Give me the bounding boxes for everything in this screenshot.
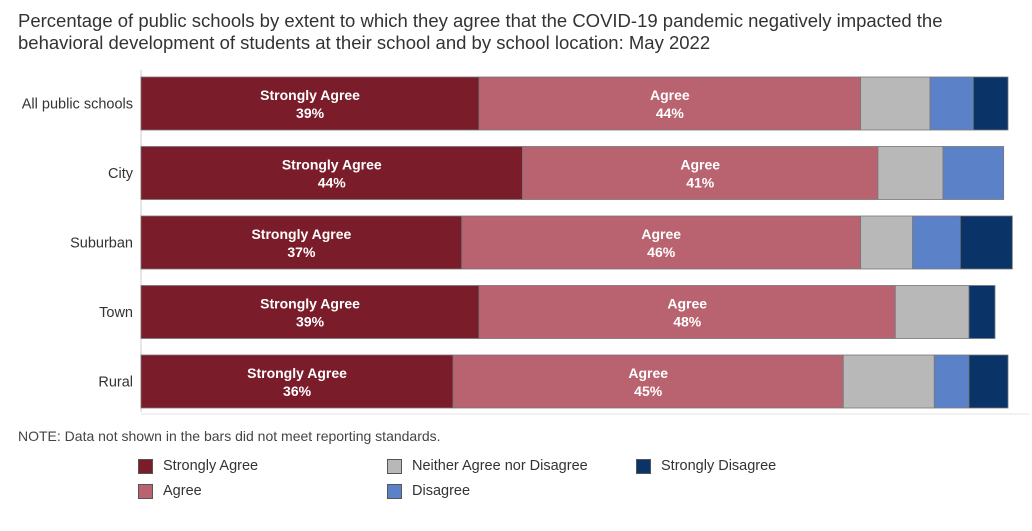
bar-label-value-suburban-agree: 46% bbox=[647, 244, 676, 260]
bar-city-neither-agree-nor-disagree bbox=[877, 146, 944, 200]
bar-label-name-all-public-schools-strongly-agree: Strongly Agree bbox=[260, 87, 360, 103]
legend-swatch-neither bbox=[387, 458, 402, 474]
chart-title: Percentage of public schools by extent t… bbox=[18, 10, 943, 53]
stacked-bar-chart: All public schools Strongly Agree 39% Agree… bbox=[22, 70, 1030, 415]
bar-suburban-strongly-agree bbox=[140, 215, 463, 270]
bar-label-name-suburban-strongly-agree: Strongly Agree bbox=[251, 226, 351, 242]
category-label-rural: Rural bbox=[98, 375, 133, 391]
bar-town-strongly-disagree bbox=[968, 285, 996, 339]
legend-swatch-agree bbox=[138, 483, 153, 499]
bar-city-agree bbox=[522, 146, 879, 200]
bar-city-strongly-agree bbox=[140, 146, 523, 200]
bar-label-name-city-strongly-agree: Strongly Agree bbox=[282, 157, 382, 173]
category-label-city: City bbox=[108, 166, 134, 182]
legend-label-agree: Agree bbox=[163, 483, 202, 499]
bar-all-public-schools-disagree bbox=[929, 76, 974, 131]
bar-town-strongly-agree bbox=[140, 285, 480, 339]
bar-label-value-rural-agree: 45% bbox=[634, 383, 663, 399]
bar-label-name-rural-strongly-agree: Strongly Agree bbox=[247, 365, 347, 381]
bar-town-neither-agree-nor-disagree bbox=[894, 285, 970, 339]
legend-swatch-strongly-agree bbox=[138, 458, 153, 474]
category-label-town: Town bbox=[99, 305, 133, 321]
bar-suburban-disagree bbox=[912, 215, 961, 270]
bar-all-public-schools-agree bbox=[478, 76, 862, 131]
bar-rural-agree bbox=[452, 354, 844, 409]
legend-disagree: Disagree bbox=[387, 483, 470, 499]
bar-label-value-city-strongly-agree: 44% bbox=[318, 175, 347, 191]
legend-strongly-agree: Strongly Agree bbox=[138, 458, 258, 474]
legend-label-strongly-agree: Strongly Agree bbox=[163, 458, 259, 474]
bar-rural-strongly-disagree bbox=[968, 354, 1009, 409]
bar-label-name-rural-agree: Agree bbox=[628, 365, 668, 381]
bar-suburban-strongly-disagree bbox=[959, 215, 1013, 270]
bar-town-agree bbox=[478, 285, 896, 339]
bar-label-name-town-strongly-agree: Strongly Agree bbox=[260, 296, 360, 312]
bar-label-value-all-public-schools-strongly-agree: 39% bbox=[296, 105, 325, 121]
legend-strongly-disagree: Strongly Disagree bbox=[636, 458, 776, 474]
legend-swatch-strongly-disagree bbox=[636, 458, 651, 474]
bar-rural-disagree bbox=[933, 354, 970, 409]
category-label-suburban: Suburban bbox=[70, 236, 133, 252]
bar-suburban-neither-agree-nor-disagree bbox=[860, 215, 914, 270]
bar-label-value-suburban-strongly-agree: 37% bbox=[287, 244, 316, 260]
bar-all-public-schools-neither-agree-nor-disagree bbox=[860, 76, 931, 131]
chart-note: NOTE: Data not shown in the bars did not… bbox=[18, 428, 441, 444]
category-label-all-public-schools: All public schools bbox=[22, 97, 133, 113]
bar-label-value-town-agree: 48% bbox=[673, 314, 702, 330]
bar-suburban-agree bbox=[461, 215, 862, 270]
legend-neither: Neither Agree nor Disagree bbox=[387, 458, 588, 474]
bar-rural-neither-agree-nor-disagree bbox=[842, 354, 935, 409]
bar-all-public-schools-strongly-disagree bbox=[972, 76, 1009, 131]
bar-label-value-rural-strongly-agree: 36% bbox=[283, 383, 312, 399]
bar-rural-strongly-agree bbox=[140, 354, 454, 409]
chart-legend: Strongly Agree Agree Neither Agree nor D… bbox=[138, 458, 1018, 508]
bar-label-name-suburban-agree: Agree bbox=[641, 226, 681, 242]
bar-label-name-city-agree: Agree bbox=[680, 157, 720, 173]
bar-label-value-city-agree: 41% bbox=[686, 175, 715, 191]
bar-label-value-town-strongly-agree: 39% bbox=[296, 314, 325, 330]
bar-label-name-all-public-schools-agree: Agree bbox=[650, 87, 690, 103]
bar-label-value-all-public-schools-agree: 44% bbox=[656, 105, 685, 121]
legend-label-disagree: Disagree bbox=[412, 483, 471, 499]
bar-city-disagree bbox=[942, 146, 1005, 200]
legend-swatch-disagree bbox=[387, 483, 402, 499]
legend-agree: Agree bbox=[138, 483, 202, 499]
bar-label-name-town-agree: Agree bbox=[667, 296, 707, 312]
legend-label-strongly-disagree: Strongly Disagree bbox=[661, 458, 777, 474]
legend-label-neither: Neither Agree nor Disagree bbox=[412, 458, 588, 474]
bar-all-public-schools-strongly-agree bbox=[140, 76, 480, 131]
